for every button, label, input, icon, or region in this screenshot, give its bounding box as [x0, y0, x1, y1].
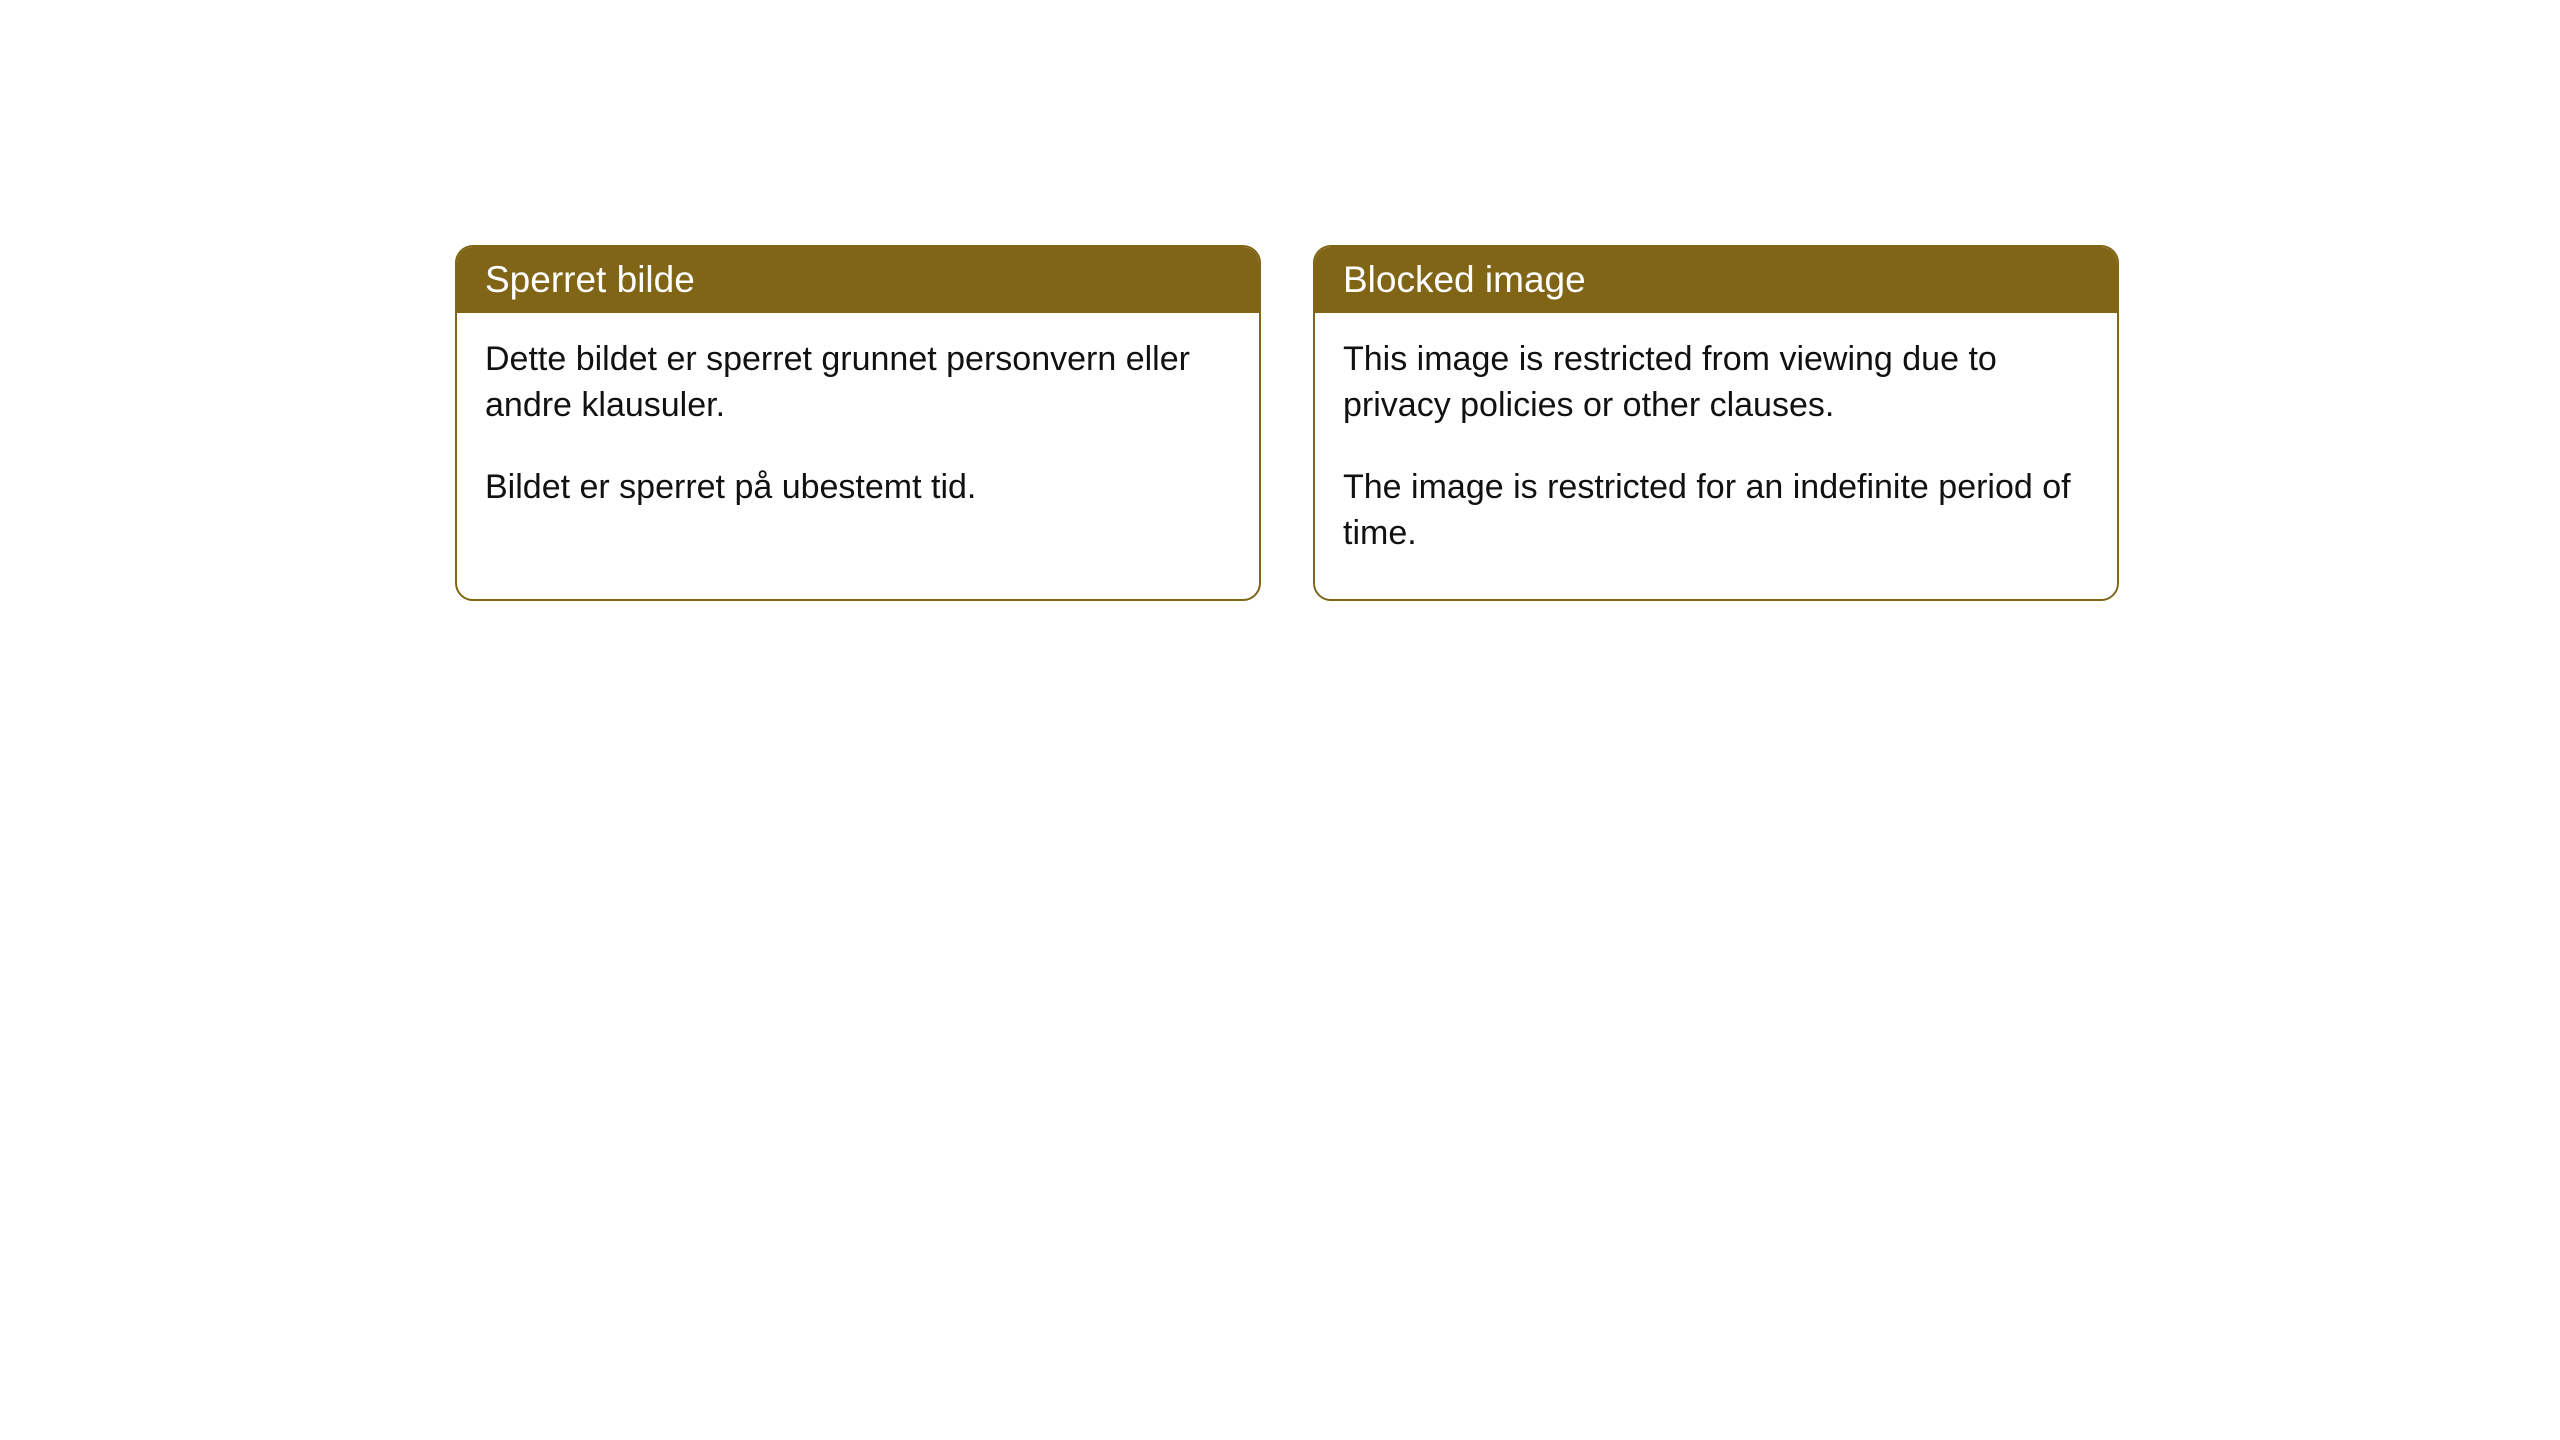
card-paragraph-1: Dette bildet er sperret grunnet personve…: [485, 337, 1231, 429]
card-paragraph-1: This image is restricted from viewing du…: [1343, 337, 2089, 429]
card-paragraph-2: The image is restricted for an indefinit…: [1343, 465, 2089, 557]
card-title: Sperret bilde: [485, 259, 695, 300]
cards-container: Sperret bilde Dette bildet er sperret gr…: [455, 245, 2119, 601]
card-title: Blocked image: [1343, 259, 1586, 300]
card-header: Blocked image: [1315, 247, 2117, 313]
info-card-english: Blocked image This image is restricted f…: [1313, 245, 2119, 601]
card-body: This image is restricted from viewing du…: [1315, 313, 2117, 599]
card-paragraph-2: Bildet er sperret på ubestemt tid.: [485, 465, 1231, 511]
card-header: Sperret bilde: [457, 247, 1259, 313]
card-body: Dette bildet er sperret grunnet personve…: [457, 313, 1259, 553]
info-card-norwegian: Sperret bilde Dette bildet er sperret gr…: [455, 245, 1261, 601]
